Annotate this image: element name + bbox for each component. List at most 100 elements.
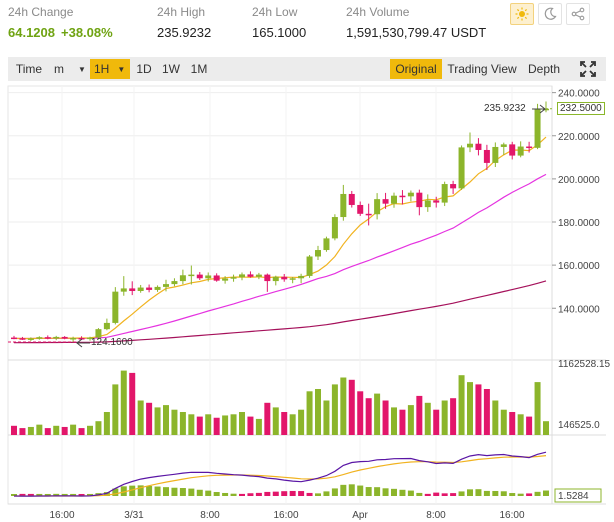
candle-body xyxy=(205,275,212,279)
chart-canvas[interactable]: 240.0000 220.0000 200.0000 180.0000 160.0000… xyxy=(0,84,614,522)
stat-24h-volume: 24h Volume 1,591,530,799.47 USDT xyxy=(346,4,486,42)
last-price-tag: 232.5000 xyxy=(557,101,605,115)
volume-bar xyxy=(112,384,119,435)
price-chart[interactable]: 240.0000 220.0000 200.0000 180.0000 160.0000… xyxy=(0,84,614,522)
volume-bar xyxy=(239,412,245,435)
volume-bar xyxy=(441,400,448,435)
macd-histogram-bar xyxy=(416,492,423,496)
candle-body xyxy=(230,277,237,279)
share-button[interactable] xyxy=(566,3,590,25)
volume-bar xyxy=(399,409,406,435)
volume-bar xyxy=(44,428,51,435)
volume-bar xyxy=(11,425,17,435)
macd-histogram-bar xyxy=(424,493,431,496)
candle-body xyxy=(239,274,245,278)
macd-histogram-bar xyxy=(163,487,169,496)
time-axis-label: 8:00 xyxy=(426,510,446,521)
volume-bar xyxy=(365,398,372,435)
candle-body xyxy=(247,274,254,277)
stat-24h-high-value: 235.9232 xyxy=(157,25,212,40)
volume-max-label: 1162528.15 xyxy=(558,359,611,370)
macd-histogram-bar xyxy=(433,492,440,496)
candle-body xyxy=(146,287,153,290)
volume-bar xyxy=(298,409,305,435)
macd-histogram-bar xyxy=(517,493,524,496)
volume-bar xyxy=(374,393,381,435)
volume-bar xyxy=(163,405,169,435)
macd-histogram-bar xyxy=(239,493,245,496)
volume-bar xyxy=(306,391,313,435)
stat-24h-high-label: 24h High xyxy=(157,5,206,19)
stat-24h-change: 24h Change 64.1208 +38.08% xyxy=(8,4,113,42)
macd-histogram-bar xyxy=(374,487,381,496)
stat-24h-change-value: 64.1208 +38.08% xyxy=(8,24,113,42)
macd-histogram-bar xyxy=(213,492,220,496)
macd-histogram-bar xyxy=(44,493,51,496)
ticker-stats-bar: 24h Change 64.1208 +38.08% 24h High 235.9… xyxy=(0,0,614,50)
macd-histogram-bar xyxy=(196,489,203,496)
volume-bar xyxy=(534,382,541,435)
fullscreen-button[interactable] xyxy=(576,59,600,79)
volume-bar xyxy=(188,414,195,435)
candle-body xyxy=(416,192,423,208)
price-tick-label: 140.0000 xyxy=(558,304,600,315)
volume-bar xyxy=(103,412,110,435)
candle-body xyxy=(500,144,507,147)
view-trading-view-tab[interactable]: Trading View xyxy=(447,62,517,76)
candle-body xyxy=(188,274,195,277)
stat-24h-volume-label: 24h Volume xyxy=(346,5,410,19)
interval-1m-button[interactable]: 1M xyxy=(190,62,208,76)
light-theme-button[interactable] xyxy=(510,3,534,25)
volume-bar xyxy=(483,389,490,435)
candle-body xyxy=(213,275,220,281)
view-depth-tab[interactable]: Depth xyxy=(527,62,561,76)
stat-24h-low-label: 24h Low xyxy=(252,5,298,19)
macd-histogram-bar xyxy=(11,494,17,496)
price-tick-label: 220.0000 xyxy=(558,132,600,143)
view-original-tab[interactable]: Original xyxy=(390,59,442,79)
moon-icon xyxy=(544,7,557,20)
minute-interval-dropdown[interactable]: m ▼ xyxy=(50,59,90,79)
macd-histogram-bar xyxy=(348,484,355,496)
candle-body xyxy=(399,195,406,198)
dark-theme-button[interactable] xyxy=(538,3,562,25)
stat-24h-low: 24h Low 165.1000 xyxy=(252,4,306,42)
candle-body xyxy=(407,192,414,197)
low-arrow-icon xyxy=(76,338,90,348)
macd-histogram-bar xyxy=(475,489,482,496)
time-button[interactable]: Time xyxy=(15,62,43,76)
candle-body xyxy=(391,195,397,204)
stat-24h-high: 24h High 235.9232 xyxy=(157,4,211,42)
candle-body xyxy=(340,193,347,218)
ma7-line xyxy=(13,136,547,340)
candle-body xyxy=(298,275,305,279)
change-value: 64.1208 xyxy=(8,25,55,40)
candle-body xyxy=(517,146,524,156)
low-price-marker: 124.1600 xyxy=(91,337,133,348)
candle-body xyxy=(19,338,26,340)
macd-histogram-bar xyxy=(399,489,406,496)
volume-bar xyxy=(120,370,127,435)
volume-bar xyxy=(171,409,178,435)
macd-histogram-bar xyxy=(492,490,499,496)
candle-body xyxy=(306,256,313,276)
volume-bar xyxy=(53,425,60,435)
macd-histogram-bar xyxy=(87,493,93,496)
candle-body xyxy=(492,146,499,163)
candle-body xyxy=(222,278,229,281)
macd-histogram-bar xyxy=(500,491,507,496)
interval-1w-button[interactable]: 1W xyxy=(162,62,180,76)
caret-down-icon: ▼ xyxy=(78,65,86,74)
volume-bar xyxy=(78,428,85,435)
macd-histogram-bar xyxy=(255,492,262,496)
hour-interval-dropdown[interactable]: 1H ▼ xyxy=(90,59,130,79)
time-axis-label: 3/31 xyxy=(124,510,144,521)
candle-body xyxy=(357,204,364,214)
candle-body xyxy=(61,336,68,339)
fullscreen-icon xyxy=(580,61,596,77)
time-axis-label: 16:00 xyxy=(49,510,74,521)
interval-1d-button[interactable]: 1D xyxy=(136,62,152,76)
macd-histogram-bar xyxy=(154,486,161,496)
candle-body xyxy=(467,143,473,148)
candle-body xyxy=(53,336,60,339)
